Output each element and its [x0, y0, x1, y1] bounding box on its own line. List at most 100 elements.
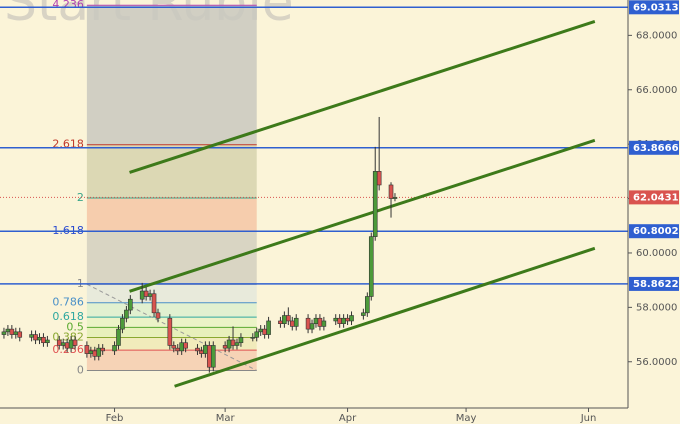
candle-body	[199, 350, 204, 354]
candle-body	[309, 323, 315, 330]
candle-body	[72, 339, 78, 346]
candle-body	[33, 334, 38, 341]
candle-body	[41, 336, 46, 344]
candle-body	[349, 315, 354, 322]
candle-body	[207, 345, 212, 368]
candle-body	[9, 328, 15, 335]
candle-body	[262, 328, 267, 335]
candle-body	[293, 317, 299, 327]
x-tick-label: May	[456, 413, 477, 424]
candle-body	[68, 339, 74, 349]
candle-body	[234, 342, 240, 346]
candle-body	[112, 345, 117, 352]
candle-body	[139, 290, 145, 300]
candle-body	[88, 350, 94, 354]
price-tag-label: 69.0313	[633, 2, 679, 13]
candle-body	[210, 345, 216, 368]
candle-body	[1, 331, 7, 335]
price-tag	[629, 224, 679, 239]
candle-body	[226, 339, 232, 349]
channel-line	[129, 138, 596, 293]
candle-body	[230, 339, 236, 346]
y-tick-label: 66.0000	[636, 85, 677, 96]
channel-line	[174, 246, 596, 388]
price-tag-label: 58.8622	[633, 279, 679, 290]
candle-body	[282, 315, 287, 324]
fib-level-label: 0.786	[52, 296, 84, 309]
price-tag	[629, 190, 679, 205]
candle-body	[84, 345, 90, 354]
x-tick-label: Feb	[106, 413, 124, 424]
x-tick-label: Apr	[339, 413, 357, 424]
candle-body	[29, 334, 34, 338]
candle-body	[64, 342, 70, 349]
candle-body	[222, 345, 228, 349]
candle-body	[171, 345, 177, 349]
x-tick-label: Mar	[216, 413, 236, 424]
fib-level-label: 2	[77, 191, 84, 204]
candle-body	[278, 320, 283, 324]
price-tag-label: 62.0431	[633, 192, 679, 203]
candle-body	[266, 320, 271, 335]
channel-line	[129, 20, 596, 174]
candle-body	[155, 312, 161, 319]
candle-body	[143, 290, 149, 297]
candle-body	[60, 342, 66, 346]
y-tick-label: 60.0000	[636, 248, 677, 259]
candle-body	[289, 320, 295, 327]
candle-body	[100, 347, 105, 352]
fib-zone	[86, 302, 257, 318]
candle-body	[372, 171, 378, 237]
candle-body	[147, 293, 153, 297]
candle-body	[337, 317, 342, 324]
fib-level-label: 0.618	[52, 310, 84, 323]
candle-body	[286, 315, 291, 322]
candle-body	[392, 197, 398, 199]
price-tag	[629, 0, 679, 15]
candle-body	[195, 347, 200, 352]
price-tag	[629, 276, 679, 291]
y-tick-label: 68.0000	[636, 30, 677, 41]
candle-body	[333, 317, 339, 322]
candle-body	[368, 236, 374, 297]
fib-zone	[86, 230, 257, 285]
y-tick-label: 56.0000	[636, 357, 677, 368]
fib-level-label: 0	[77, 363, 84, 376]
candle-body	[116, 328, 121, 346]
candle-body	[254, 331, 260, 338]
fib-zone	[86, 144, 257, 199]
y-tick-label: 58.0000	[636, 302, 677, 313]
candle-body	[56, 339, 62, 346]
price-tag-label: 60.8002	[633, 226, 679, 237]
candle-body	[183, 342, 188, 349]
candle-body	[203, 345, 208, 354]
candle-body	[17, 331, 23, 338]
price-tag	[629, 140, 679, 155]
fib-level-label: 4.236	[52, 0, 84, 11]
candle-body	[250, 336, 256, 339]
candle-body	[124, 309, 129, 319]
fib-trend-line	[86, 283, 257, 371]
candle-body	[258, 328, 263, 333]
candle-body	[179, 342, 184, 352]
candle-body	[238, 336, 244, 344]
fib-level-label: 0.5	[66, 320, 84, 333]
candle-body	[305, 317, 311, 330]
candle-body	[376, 171, 382, 186]
candle-body	[313, 317, 319, 324]
candle-body	[365, 296, 370, 314]
candle-body	[45, 339, 50, 344]
candle-body	[151, 293, 157, 314]
candle-body	[120, 317, 125, 330]
candle-body	[321, 320, 327, 327]
fib-zone	[86, 284, 257, 303]
fib-level-label: 2.618	[52, 138, 84, 151]
fib-zone	[86, 198, 257, 231]
candle-body	[96, 347, 102, 357]
candle-body	[341, 317, 346, 324]
fib-zone	[86, 5, 257, 145]
candle-body	[361, 312, 366, 316]
candle-body	[317, 317, 323, 327]
